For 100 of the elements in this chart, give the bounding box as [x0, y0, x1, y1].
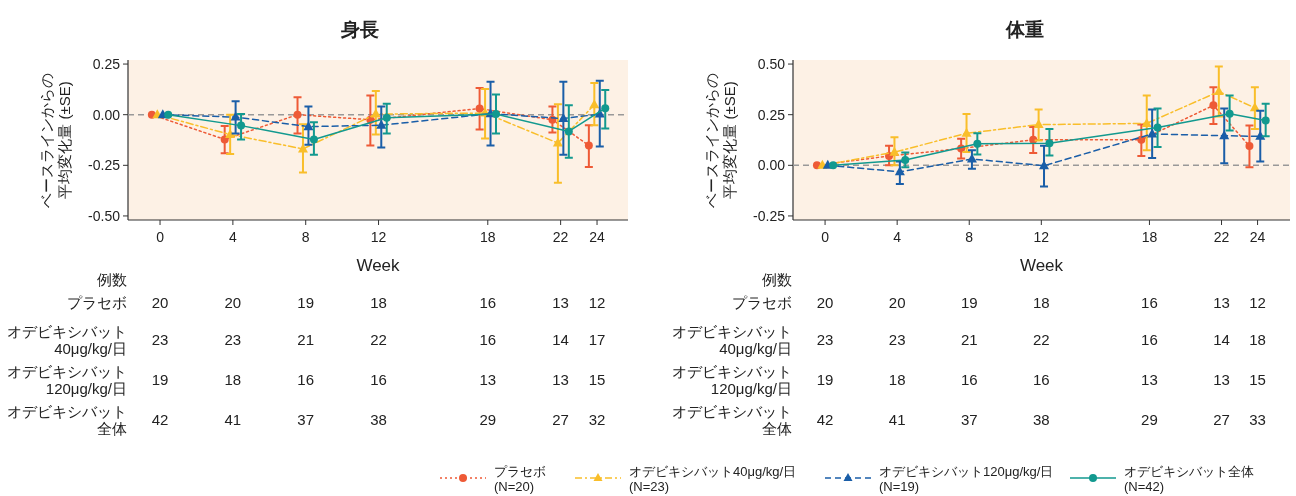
text: 19: [297, 294, 315, 311]
text: 13: [1141, 371, 1158, 388]
legend-label: オデビキシバット全体 (N=42): [1124, 464, 1254, 494]
point: [589, 99, 600, 109]
text: 18: [1032, 294, 1050, 311]
text: 13: [1213, 371, 1230, 388]
text: 20: [151, 294, 169, 311]
point: [164, 110, 173, 119]
chart-title: 身長: [340, 19, 379, 40]
y-tick-label: 0.00: [92, 106, 121, 123]
point: [1255, 130, 1266, 140]
text: 23: [151, 331, 169, 348]
point: [1213, 86, 1224, 96]
text: プラセボ: [732, 294, 792, 311]
text: 18: [888, 371, 906, 388]
text: 例数: [97, 271, 127, 288]
x-tick-label: 0: [156, 229, 165, 245]
x-axis-title: Week: [356, 256, 401, 275]
text: 41: [888, 411, 906, 428]
point: [1209, 101, 1218, 110]
y-tick-label: -0.25: [753, 207, 786, 224]
text: オデビキシバット全体: [7, 402, 127, 437]
point: [491, 110, 500, 119]
y-tick-label: 0.25: [757, 106, 786, 123]
text: 16: [960, 371, 978, 388]
x-tick-label: 4: [893, 229, 902, 245]
text: 23: [224, 331, 242, 348]
text: 16: [1032, 371, 1050, 388]
text: 27: [552, 411, 569, 428]
point: [237, 121, 246, 130]
y-tick-label: 0.25: [92, 56, 121, 73]
x-tick-label: 0: [821, 229, 830, 245]
x-tick-label: 24: [1249, 229, 1266, 245]
y-tick-label: -0.25: [88, 157, 121, 174]
text: 20: [224, 294, 242, 311]
text: 16: [1141, 331, 1158, 348]
point: [475, 104, 484, 113]
text: 19: [816, 371, 834, 388]
text: 16: [479, 331, 497, 348]
point: [1045, 139, 1054, 148]
text: 14: [552, 331, 569, 348]
text: 23: [816, 331, 834, 348]
point: [382, 113, 391, 122]
x-tick-label: 18: [480, 229, 496, 245]
chart-title: 体重: [1005, 19, 1044, 40]
x-tick-label: 22: [552, 229, 569, 245]
text: 23: [888, 331, 906, 348]
text: 13: [1213, 294, 1230, 311]
point: [376, 119, 387, 129]
text: 例数: [762, 271, 792, 288]
text: オデビキシバット40μg/kg/日: [672, 322, 792, 357]
text: 14: [1213, 331, 1230, 348]
point: [552, 137, 563, 147]
text: 29: [1141, 411, 1158, 428]
point: [370, 108, 381, 118]
text: 27: [1213, 411, 1230, 428]
point: [584, 141, 593, 150]
text: 16: [1141, 294, 1158, 311]
text: 15: [1249, 371, 1266, 388]
text: 16: [370, 371, 387, 388]
text: 37: [297, 411, 315, 428]
text: 13: [552, 294, 569, 311]
point: [829, 161, 838, 170]
legend-label: プラセボ (N=20): [494, 464, 546, 494]
x-tick-label: 8: [965, 229, 974, 245]
text: 29: [479, 411, 497, 428]
x-tick-label: 4: [228, 229, 237, 245]
text: 12: [1249, 294, 1266, 311]
point: [303, 121, 314, 131]
point: [225, 129, 236, 139]
y-tick-label: -0.50: [88, 207, 121, 224]
x-tick-label: 18: [1141, 229, 1158, 245]
legend-label: オデビキシバット120μg/kg/日 (N=19): [879, 464, 1054, 494]
text: 18: [224, 371, 242, 388]
point: [293, 110, 302, 119]
text: 16: [479, 294, 497, 311]
y-tick-label: 0.50: [757, 56, 786, 73]
text: プラセボ: [67, 294, 127, 311]
legend-label: オデビキシバット40μg/kg/日 (N=23): [629, 464, 797, 494]
text: 22: [370, 331, 387, 348]
point: [309, 135, 318, 144]
text: 42: [151, 411, 169, 428]
text: 13: [479, 371, 497, 388]
point: [1261, 116, 1270, 125]
y-axis-title: ベースラインからの平均変化量 (±SE): [703, 72, 738, 208]
text: 20: [816, 294, 834, 311]
point: [558, 113, 569, 123]
text: オデビキシバット40μg/kg/日: [7, 322, 127, 357]
point: [1245, 142, 1254, 151]
text: 22: [1032, 331, 1050, 348]
text: 16: [297, 371, 315, 388]
point: [601, 104, 610, 113]
text: オデビキシバット120μg/kg/日: [672, 362, 792, 397]
point: [1147, 128, 1158, 138]
text: 13: [552, 371, 569, 388]
point: [1225, 109, 1234, 118]
text: 17: [588, 331, 606, 348]
x-tick-label: 12: [370, 229, 387, 245]
x-tick-label: 12: [1033, 229, 1050, 245]
text: 15: [588, 371, 606, 388]
